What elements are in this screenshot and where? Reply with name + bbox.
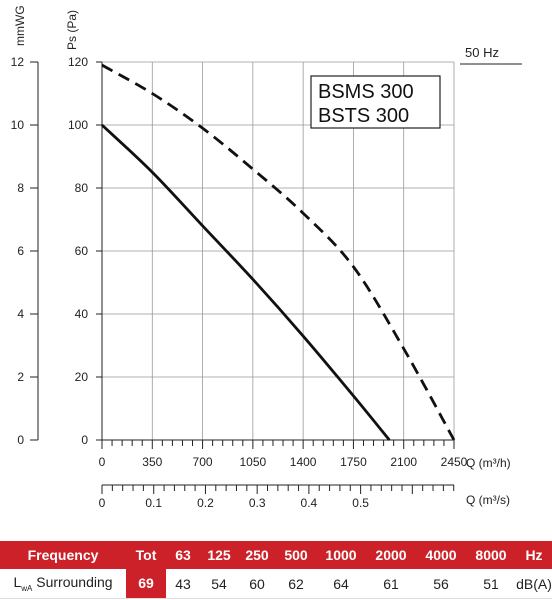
header-2000: 2000 [375, 547, 407, 563]
x-tick-label: 700 [193, 455, 213, 469]
header-125: 125 [207, 547, 231, 563]
value-63: 43 [175, 575, 191, 592]
y-left-tick-label: 8 [17, 181, 24, 195]
value-500: 62 [288, 575, 304, 592]
header-1000: 1000 [325, 547, 357, 563]
y-right-tick-label: 40 [75, 307, 89, 321]
x-tick-label: 1750 [340, 455, 367, 469]
value-125: 54 [211, 575, 227, 592]
header-tot: Tot [135, 547, 157, 563]
legend-item-2: BSTS 300 [318, 105, 409, 127]
header-500: 500 [284, 547, 308, 563]
value-tot: 69 [126, 569, 166, 598]
value-250: 60 [249, 575, 265, 592]
x2-tick-label: 0.1 [145, 496, 162, 510]
y-left-tick-label: 10 [11, 118, 25, 132]
header-8000: 8000 [475, 547, 507, 563]
x2-tick-label: 0.5 [352, 496, 369, 510]
frequency-label: 50 Hz [465, 45, 499, 60]
row-label: LwA Surrounding [0, 574, 126, 593]
x-tick-label: 350 [142, 455, 162, 469]
x2-tick-label: 0.4 [301, 496, 318, 510]
value-8000: 51 [483, 575, 499, 592]
header-hz: Hz [525, 547, 543, 563]
y-left-axis-label: mmWG [13, 5, 27, 46]
x2-tick-label: 0 [99, 496, 106, 510]
y-left-tick-label: 0 [17, 433, 24, 447]
curve-solid [101, 123, 391, 441]
y-left-tick-label: 4 [17, 307, 24, 321]
header-4000: 4000 [425, 547, 457, 563]
row-label-surrounding: Surrounding [36, 574, 113, 591]
sound-level-row: LwA Surrounding 69 43 54 60 62 64 61 56 … [0, 569, 552, 599]
curve-dashed [101, 63, 456, 441]
y-right-tick-label: 120 [68, 55, 88, 69]
y-right-tick-label: 80 [75, 181, 89, 195]
y-left-tick-label: 6 [17, 244, 24, 258]
x2-tick-label: 0.2 [197, 496, 214, 510]
y-right-tick-label: 20 [75, 370, 89, 384]
x-tick-label: 0 [99, 455, 106, 469]
frequency-header-row: Frequency Tot 63 125 250 500 1000 2000 4… [0, 541, 552, 569]
y-right-tick-label: 0 [81, 433, 88, 447]
y-left-tick-label: 2 [17, 370, 24, 384]
y-right-tick-label: 60 [75, 244, 89, 258]
y-right-axis-label: Ps (Pa) [65, 10, 79, 50]
x-tick-label: 2100 [390, 455, 417, 469]
value-1000: 64 [333, 575, 349, 592]
legend-box [310, 75, 441, 129]
x-tick-label: 1400 [290, 455, 317, 469]
legend-item-1: BSMS 300 [318, 81, 414, 103]
row-label-l: L [13, 574, 22, 591]
row-label-sub: wA [21, 583, 33, 593]
curves [101, 63, 456, 441]
header-250: 250 [245, 547, 269, 563]
value-2000: 61 [383, 575, 399, 592]
x2-tick-label: 0.3 [249, 496, 266, 510]
x-tick-label: 2450 [441, 455, 468, 469]
header-frequency: Frequency [27, 547, 99, 563]
y-right-tick-label: 100 [68, 118, 88, 132]
x-tick-label: 1050 [240, 455, 267, 469]
value-unit: dB(A) [516, 575, 552, 592]
x-axis-label: Q (m³/h) [466, 456, 511, 470]
value-4000: 56 [433, 575, 449, 592]
y-left-tick-label: 12 [11, 55, 25, 69]
header-63: 63 [175, 547, 191, 563]
x2-axis-label: Q (m³/s) [466, 493, 510, 507]
